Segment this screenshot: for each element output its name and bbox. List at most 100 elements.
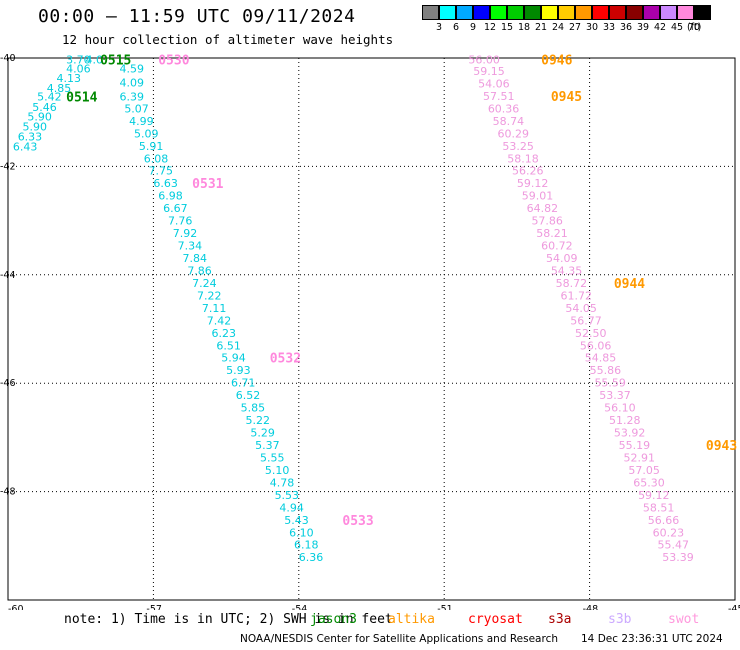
latitude-tick-label: -44 [0, 270, 16, 281]
map-subtitle: 12 hour collection of altimeter wave hei… [62, 32, 394, 47]
wave-height-value: 60.23 [653, 526, 685, 539]
wave-height-value: 5.85 [241, 402, 266, 415]
wave-height-value: 60.72 [541, 240, 573, 253]
wave-height-value: 6.51 [216, 339, 241, 352]
color-swatch [592, 5, 609, 20]
pass-time-label: 0530 [158, 54, 189, 69]
color-swatch [643, 5, 660, 20]
wave-height-value: 7.86 [187, 264, 212, 277]
color-swatch [490, 5, 507, 20]
wave-height-value: 59.12 [517, 177, 549, 190]
wave-height-value: 7.42 [207, 314, 232, 327]
wave-height-map: -60-57-54-51-48-45-40-42-44-46-483.704.0… [0, 53, 740, 610]
wave-height-value: 6.98 [158, 190, 183, 203]
wave-height-value: 5.46 [32, 101, 57, 114]
wave-height-value: 58.74 [493, 115, 524, 128]
note-text: note: 1) Time is in UTC; 2) SWH is in fe… [64, 612, 393, 627]
color-swatch [558, 5, 575, 20]
color-swatch [439, 5, 456, 20]
wave-height-value: 5.91 [139, 140, 164, 153]
credit-text: NOAA/NESDIS Center for Satellite Applica… [240, 633, 558, 645]
color-swatch [507, 5, 524, 20]
wave-height-value: 7.84 [182, 252, 207, 265]
wave-height-value: 7.22 [197, 289, 222, 302]
wave-height-value: 52.91 [624, 451, 656, 464]
wave-height-value: 55.47 [657, 539, 689, 552]
wave-height-value: 5.55 [260, 451, 285, 464]
pass-time-label: 0514 [66, 90, 97, 105]
wave-height-value: 5.93 [226, 364, 251, 377]
wave-height-value: 6.33 [18, 131, 43, 144]
wave-height-value: 5.43 [284, 514, 309, 527]
wave-height-value: 4.09 [119, 76, 143, 89]
color-swatch [609, 5, 626, 20]
wave-height-value: 5.29 [250, 427, 274, 440]
wave-height-value: 5.90 [23, 120, 48, 133]
wave-height-value: 4.59 [119, 62, 143, 75]
wave-height-value: 58.72 [556, 277, 588, 290]
pass-time-label: 0515 [100, 54, 131, 69]
longitude-tick-label: -45 [728, 604, 740, 610]
wave-height-value: 7.92 [173, 227, 198, 240]
wave-height-value: 56.77 [570, 314, 602, 327]
wave-height-value: 59.01 [522, 190, 554, 203]
wave-height-value: 51.28 [609, 414, 641, 427]
wave-height-value: 57.51 [483, 90, 515, 103]
color-swatch [626, 5, 643, 20]
color-scale-unit: (ft) [687, 22, 702, 33]
map-frame [7, 57, 736, 601]
wave-height-value: 4.85 [47, 82, 71, 95]
color-swatch [677, 5, 694, 20]
wave-height-value: 5.42 [37, 90, 62, 103]
color-swatch [660, 5, 677, 20]
wave-height-value: 65.30 [633, 476, 665, 489]
longitude-tick-label: -60 [8, 604, 24, 610]
wave-height-value: 60.36 [488, 102, 520, 115]
wave-height-value: 55.59 [594, 377, 626, 390]
wave-height-value: 4.0 [86, 54, 104, 67]
wave-height-value: 64.82 [527, 202, 559, 215]
color-swatch-label: 21 [534, 22, 548, 33]
color-swatch-label: 39 [636, 22, 650, 33]
wave-height-value: 56.00 [468, 54, 500, 67]
wave-height-value: 57.86 [531, 215, 563, 228]
color-swatch [473, 5, 490, 20]
color-swatch-label: 27 [568, 22, 582, 33]
wave-height-value: 54.06 [478, 77, 510, 90]
longitude-tick-label: -57 [146, 604, 162, 610]
wave-height-value: 59.15 [473, 65, 505, 78]
pass-time-label: 0945 [551, 90, 582, 105]
wave-height-value: 56.66 [648, 514, 680, 527]
wave-height-value: 54.09 [546, 252, 578, 265]
color-swatch-label: 9 [469, 22, 477, 33]
longitude-tick-label: -51 [437, 604, 453, 610]
color-swatch-label: 30 [585, 22, 599, 33]
color-swatch-label: 18 [517, 22, 531, 33]
wave-height-value: 7.11 [202, 302, 227, 315]
color-swatch-label: 70 [687, 22, 701, 33]
color-swatch [575, 5, 592, 20]
wave-height-value: 6.43 [13, 140, 37, 153]
wave-height-value: 60.29 [498, 127, 529, 140]
wave-height-value: 53.37 [599, 389, 631, 402]
wave-height-value: 5.09 [134, 127, 159, 140]
wave-height-value: 6.67 [163, 202, 188, 215]
wave-height-value: 56.10 [604, 402, 636, 415]
map-title: 00:00 – 11:59 UTC 09/11/2024 [38, 6, 356, 27]
color-swatch [456, 5, 473, 20]
wave-height-value: 6.52 [236, 389, 261, 402]
wave-height-value: 7.76 [168, 215, 193, 228]
longitude-tick-label: -48 [583, 604, 599, 610]
color-swatch [524, 5, 541, 20]
color-swatch-label: 12 [483, 22, 497, 33]
color-swatch-label: 33 [602, 22, 616, 33]
color-swatch [541, 5, 558, 20]
wave-height-value: 6.36 [299, 551, 324, 564]
wave-height-value: 59.12 [638, 489, 670, 502]
legend-item-jason3: jason3 [310, 612, 357, 627]
wave-height-value: 53.92 [614, 427, 646, 440]
wave-height-value: 5.22 [245, 414, 270, 427]
color-swatch-label: 24 [551, 22, 565, 33]
wave-height-value: 56.26 [512, 165, 544, 178]
latitude-tick-label: -40 [0, 53, 16, 64]
